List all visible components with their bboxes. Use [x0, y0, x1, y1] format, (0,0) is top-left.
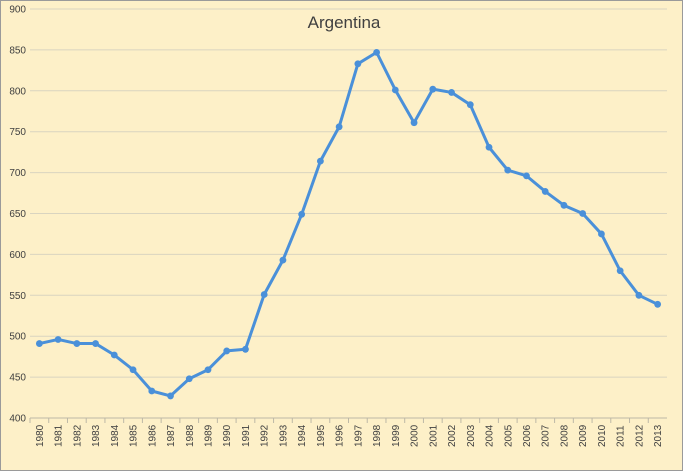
- data-point-1990: [223, 347, 231, 355]
- data-point-2003: [466, 101, 474, 109]
- x-tick-label: 1987: [166, 424, 177, 447]
- x-tick-label: 1992: [260, 424, 271, 447]
- data-point-1994: [298, 210, 306, 218]
- y-tick-label: 500: [9, 332, 26, 343]
- data-point-1988: [185, 375, 193, 383]
- x-tick-label: 2003: [466, 424, 477, 447]
- x-tick-label: 2013: [653, 424, 664, 447]
- data-point-2010: [598, 230, 605, 238]
- x-tick-label: 1982: [72, 424, 83, 447]
- x-tick-label: 1981: [54, 424, 65, 447]
- data-point-2006: [523, 172, 530, 180]
- x-tick-label: 2001: [428, 424, 439, 447]
- data-point-1987: [167, 392, 174, 400]
- series-line: [37, 50, 660, 398]
- data-point-1989: [204, 366, 212, 374]
- data-point-2004: [485, 143, 493, 151]
- y-tick-label: 450: [9, 373, 26, 384]
- data-point-1980: [35, 340, 43, 347]
- x-tick-label: 1998: [372, 424, 383, 447]
- y-tick-label: 850: [9, 45, 26, 56]
- data-point-2000: [410, 119, 418, 127]
- x-tick-label: 2008: [559, 424, 570, 447]
- x-tick-label: 1989: [203, 424, 214, 447]
- x-tick-label: 2010: [597, 424, 608, 447]
- data-point-2002: [448, 89, 455, 96]
- data-point-1995: [316, 157, 324, 165]
- x-tick-label: 1990: [222, 424, 233, 447]
- data-point-1999: [391, 86, 399, 94]
- y-tick-label: 650: [9, 209, 26, 220]
- x-tick-label: 1991: [241, 424, 252, 447]
- x-tick-label: 1988: [185, 424, 196, 447]
- x-tick-label: 1999: [391, 424, 402, 447]
- x-tick-label: 1995: [316, 424, 327, 447]
- x-tick-label: 1994: [297, 424, 308, 447]
- data-point-1996: [335, 123, 343, 131]
- x-axis: 1980 1981 1982 1983 1984 1985 1986 1987 1988 1989…: [29, 418, 664, 447]
- data-point-2005: [504, 166, 512, 174]
- x-tick-label: 1993: [278, 424, 289, 447]
- y-tick-label: 600: [9, 250, 26, 261]
- data-point-1986: [148, 387, 156, 395]
- data-point-1983: [92, 340, 99, 347]
- y-tick-label: 400: [9, 414, 26, 425]
- data-point-1982: [73, 340, 81, 347]
- y-tick-label: 750: [9, 127, 26, 138]
- x-tick-label: 2005: [503, 424, 514, 447]
- x-tick-label: 1980: [35, 424, 46, 447]
- x-tick-label: 2009: [578, 424, 589, 447]
- y-tick-label: 550: [9, 291, 26, 302]
- data-point-2008: [560, 201, 568, 209]
- data-point-1998: [373, 48, 381, 56]
- x-tick-label: 1985: [129, 424, 140, 447]
- data-point-2009: [579, 210, 587, 217]
- x-tick-label: 2000: [410, 424, 421, 447]
- data-point-1984: [110, 351, 118, 359]
- chart-title: Argentina: [308, 13, 381, 32]
- gridlines: [30, 8, 667, 419]
- x-tick-label: 2011: [616, 425, 627, 447]
- data-point-1997: [354, 60, 362, 68]
- x-tick-label: 1986: [147, 424, 158, 447]
- x-tick-label: 2006: [522, 424, 533, 447]
- x-tick-label: 1997: [353, 424, 364, 447]
- x-tick-label: 1983: [91, 424, 102, 447]
- plot-series: [35, 48, 662, 400]
- x-tick-label: 2002: [447, 424, 458, 447]
- y-tick-label: 900: [9, 5, 26, 16]
- data-point-1991: [242, 345, 249, 353]
- data-point-2012: [635, 291, 643, 299]
- x-tick-label: 1996: [335, 424, 346, 447]
- data-point-2007: [541, 188, 549, 195]
- data-point-1981: [54, 336, 62, 343]
- y-tick-label: 700: [9, 168, 26, 179]
- data-point-1993: [279, 256, 287, 264]
- x-tick-label: 2007: [541, 424, 552, 447]
- data-point-1992: [260, 291, 268, 298]
- y-axis: 400 450 500 550 600 650 700 750 800 850 900: [9, 5, 26, 425]
- x-tick-label: 2012: [634, 424, 645, 447]
- data-point-2011: [616, 267, 624, 275]
- y-tick-label: 800: [9, 86, 26, 97]
- data-point-2013: [654, 300, 662, 308]
- data-point-2001: [429, 85, 437, 93]
- x-tick-label: 2004: [485, 424, 496, 447]
- data-point-1985: [129, 366, 137, 374]
- x-tick-label: 1984: [110, 424, 121, 447]
